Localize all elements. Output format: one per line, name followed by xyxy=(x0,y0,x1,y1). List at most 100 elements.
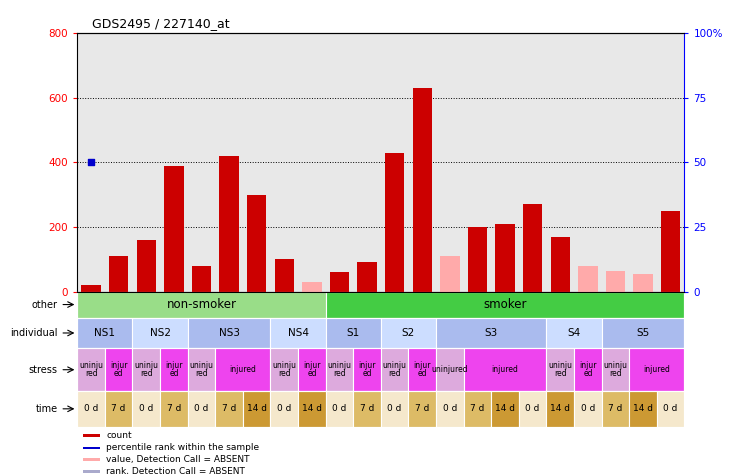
Bar xyxy=(160,348,188,391)
Text: 7 d: 7 d xyxy=(608,404,623,413)
Bar xyxy=(574,391,602,427)
Bar xyxy=(546,318,602,348)
Bar xyxy=(77,318,132,348)
Text: value, Detection Call = ABSENT: value, Detection Call = ABSENT xyxy=(107,456,250,464)
Bar xyxy=(83,434,100,437)
Bar xyxy=(330,272,349,292)
Text: injur
ed: injur ed xyxy=(414,361,431,378)
Text: 14 d: 14 d xyxy=(247,404,266,413)
Bar xyxy=(109,256,128,292)
Bar xyxy=(661,211,680,292)
Text: 0 d: 0 d xyxy=(581,404,595,413)
Bar xyxy=(132,348,160,391)
Text: NS2: NS2 xyxy=(149,328,171,338)
Text: time: time xyxy=(36,404,58,414)
Bar xyxy=(385,153,404,292)
Text: 0 d: 0 d xyxy=(332,404,347,413)
Bar xyxy=(578,265,598,292)
Text: uninju
red: uninju red xyxy=(134,361,158,378)
Bar xyxy=(546,348,574,391)
Text: other: other xyxy=(32,300,58,310)
Text: uninju
red: uninju red xyxy=(604,361,628,378)
Bar xyxy=(302,282,322,292)
Text: 0 d: 0 d xyxy=(84,404,99,413)
Bar xyxy=(408,348,436,391)
Bar xyxy=(275,259,294,292)
Text: GDS2495 / 227140_at: GDS2495 / 227140_at xyxy=(92,17,230,29)
Text: uninju
red: uninju red xyxy=(272,361,297,378)
Bar xyxy=(629,348,684,391)
Text: 7 d: 7 d xyxy=(166,404,181,413)
Text: stress: stress xyxy=(29,365,58,375)
Text: injured: injured xyxy=(230,365,256,374)
Text: non-smoker: non-smoker xyxy=(166,298,236,311)
Bar xyxy=(188,318,271,348)
Bar xyxy=(464,391,492,427)
Bar xyxy=(325,292,684,318)
Point xyxy=(85,158,97,166)
Text: S4: S4 xyxy=(567,328,581,338)
Bar xyxy=(83,458,100,461)
Bar xyxy=(325,318,381,348)
Bar xyxy=(105,348,132,391)
Text: 0 d: 0 d xyxy=(139,404,154,413)
Bar xyxy=(574,348,602,391)
Text: NS3: NS3 xyxy=(219,328,240,338)
Text: injur
ed: injur ed xyxy=(579,361,597,378)
Bar xyxy=(325,391,353,427)
Bar xyxy=(381,391,408,427)
Bar xyxy=(83,470,100,473)
Bar xyxy=(77,348,105,391)
Text: 14 d: 14 d xyxy=(551,404,570,413)
Text: injur
ed: injur ed xyxy=(303,361,321,378)
Text: 0 d: 0 d xyxy=(526,404,540,413)
Bar xyxy=(271,391,298,427)
Bar xyxy=(105,391,132,427)
Bar xyxy=(381,348,408,391)
Text: NS4: NS4 xyxy=(288,328,308,338)
Text: S1: S1 xyxy=(347,328,360,338)
Text: uninju
red: uninju red xyxy=(328,361,352,378)
Text: uninju
red: uninju red xyxy=(79,361,103,378)
Bar xyxy=(192,265,211,292)
Text: injured: injured xyxy=(643,365,670,374)
Bar xyxy=(436,391,464,427)
Bar xyxy=(215,348,271,391)
Bar xyxy=(468,227,487,292)
Text: 7 d: 7 d xyxy=(360,404,375,413)
Bar xyxy=(629,391,657,427)
Bar xyxy=(271,318,325,348)
Bar xyxy=(243,391,271,427)
Bar xyxy=(164,165,183,292)
Text: uninjured: uninjured xyxy=(431,365,468,374)
Text: 0 d: 0 d xyxy=(277,404,291,413)
Text: 7 d: 7 d xyxy=(470,404,485,413)
Bar xyxy=(634,274,653,292)
Text: 0 d: 0 d xyxy=(663,404,678,413)
Text: S2: S2 xyxy=(402,328,415,338)
Bar xyxy=(83,447,100,449)
Bar xyxy=(519,391,546,427)
Bar xyxy=(523,204,542,292)
Text: injured: injured xyxy=(492,365,519,374)
Bar xyxy=(436,348,464,391)
Text: 7 d: 7 d xyxy=(111,404,126,413)
Text: individual: individual xyxy=(10,328,58,338)
Bar xyxy=(325,348,353,391)
Text: NS1: NS1 xyxy=(94,328,116,338)
Bar xyxy=(440,256,459,292)
Text: 0 d: 0 d xyxy=(194,404,209,413)
Bar xyxy=(271,348,298,391)
Bar xyxy=(495,224,514,292)
Text: injur
ed: injur ed xyxy=(165,361,183,378)
Bar xyxy=(353,348,381,391)
Bar xyxy=(381,318,436,348)
Text: injur
ed: injur ed xyxy=(110,361,127,378)
Bar xyxy=(77,292,325,318)
Bar xyxy=(132,391,160,427)
Bar xyxy=(492,391,519,427)
Bar xyxy=(606,271,625,292)
Bar xyxy=(132,318,188,348)
Text: rank, Detection Call = ABSENT: rank, Detection Call = ABSENT xyxy=(107,467,245,474)
Text: uninju
red: uninju red xyxy=(189,361,213,378)
